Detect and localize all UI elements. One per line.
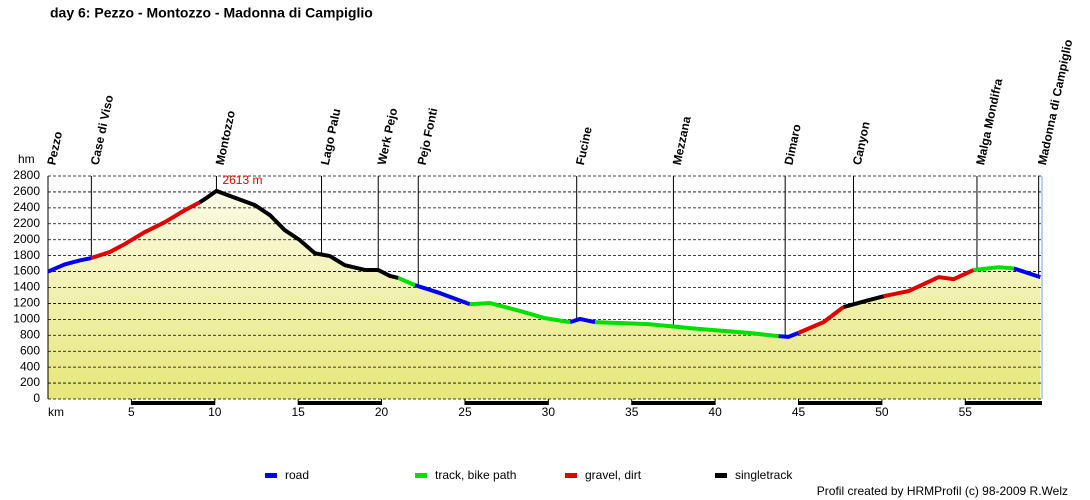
waypoint-label: Montozzo xyxy=(213,109,238,166)
y-tick-label: 1200 xyxy=(13,296,40,310)
legend-label: singletrack xyxy=(735,468,793,482)
legend-label: gravel, dirt xyxy=(585,468,642,482)
profile-line xyxy=(198,188,885,309)
y-tick-label: 1000 xyxy=(13,312,40,326)
y-tick-label: 400 xyxy=(20,359,40,373)
profile-line xyxy=(397,265,1014,339)
x-axis-segment xyxy=(798,401,882,405)
y-tick-label: 800 xyxy=(20,327,40,341)
x-tick-label: 30 xyxy=(542,405,556,419)
profile-area xyxy=(48,190,1041,399)
x-label: km xyxy=(48,405,64,419)
y-tick-label: 1800 xyxy=(13,248,40,262)
x-axis-segment xyxy=(965,401,1042,405)
x-axis-segment xyxy=(131,401,215,405)
x-tick-label: 15 xyxy=(291,405,305,419)
y-unit: hm xyxy=(18,152,35,166)
credit: Profil created by HRMProfil (c) 98-2009 … xyxy=(817,484,1068,498)
legend-swatch xyxy=(715,473,727,478)
y-tick-label: 2400 xyxy=(13,200,40,214)
x-axis-segment xyxy=(464,401,549,405)
legend-swatch xyxy=(565,473,577,478)
waypoint-label: Mezzana xyxy=(670,115,694,166)
x-tick-label: 10 xyxy=(208,405,222,419)
legend-swatch xyxy=(415,473,427,478)
waypoint-label: Pezzo xyxy=(44,130,65,166)
profile-line xyxy=(47,256,1041,339)
y-tick-label: 200 xyxy=(20,375,40,389)
x-tick-label: 25 xyxy=(458,405,472,419)
y-tick-label: 600 xyxy=(20,343,40,357)
waypoint-label: Malga Mondifra xyxy=(973,77,1005,166)
waypoint-label: Case di Viso xyxy=(88,94,116,167)
x-axis-segment xyxy=(631,401,716,405)
waypoint-label: Canyon xyxy=(850,120,873,166)
legend-label: road xyxy=(285,468,309,482)
y-tick-label: 1600 xyxy=(13,264,40,278)
x-tick-label: 40 xyxy=(708,405,722,419)
y-tick-label: 1400 xyxy=(13,280,40,294)
profile-line xyxy=(90,200,975,335)
waypoint-label: Lago Palu xyxy=(318,107,344,166)
legend-swatch xyxy=(265,473,277,478)
y-tick-label: 0 xyxy=(33,391,40,405)
x-tick-label: 50 xyxy=(875,405,889,419)
waypoint-label: Pejo Fonti xyxy=(415,107,441,167)
waypoint-label: Dimaro xyxy=(782,123,804,166)
x-tick-label: 55 xyxy=(959,405,973,419)
waypoint-label: Madonna di Campiglio xyxy=(1035,38,1075,166)
x-tick-label: 5 xyxy=(128,405,135,419)
chart-title: day 6: Pezzo - Montozzo - Madonna di Cam… xyxy=(50,5,373,21)
x-tick-label: 45 xyxy=(792,405,806,419)
y-tick-label: 2600 xyxy=(13,184,40,198)
y-tick-label: 2800 xyxy=(13,168,40,182)
y-tick-label: 2000 xyxy=(13,232,40,246)
y-tick-label: 2200 xyxy=(13,216,40,230)
x-tick-label: 35 xyxy=(625,405,639,419)
waypoint-label: Fucine xyxy=(573,125,595,166)
annotation: 2613 m xyxy=(222,173,262,187)
x-axis-segment xyxy=(298,401,382,405)
legend-label: track, bike path xyxy=(435,468,516,482)
waypoint-label: Werk Pejo xyxy=(375,107,401,166)
x-tick-label: 20 xyxy=(375,405,389,419)
